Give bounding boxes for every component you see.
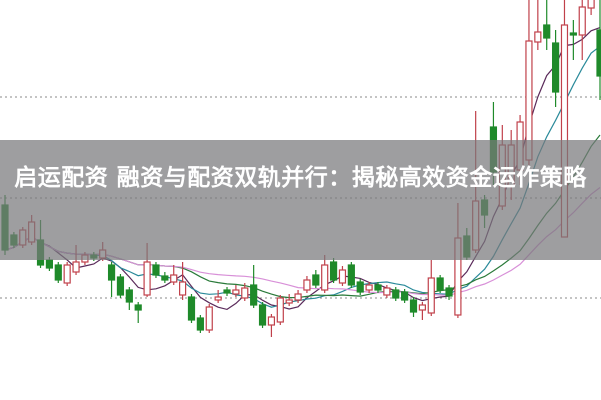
candle-up <box>321 264 329 291</box>
candle-down <box>152 264 160 276</box>
candle-down <box>347 264 355 286</box>
candle-up <box>534 31 542 43</box>
candle-up <box>179 281 187 296</box>
candle-up <box>587 0 595 9</box>
candle-down <box>392 289 400 299</box>
candle-up <box>170 274 178 283</box>
candle-up <box>338 269 347 284</box>
candle-up <box>63 264 71 284</box>
candle-up <box>303 279 311 291</box>
candle-down <box>125 289 133 303</box>
candle-up <box>214 296 222 301</box>
candle-up <box>232 289 240 295</box>
candle-down <box>54 264 62 281</box>
candle-down <box>223 289 231 294</box>
candle-down <box>436 277 444 291</box>
candle-up <box>294 293 302 301</box>
candle-up <box>383 287 391 296</box>
title-overlay-band <box>0 140 601 260</box>
article-title: 启运配资 融资与配资双轨并行：揭秘高效资金运作策略 <box>14 165 587 191</box>
candle-down <box>134 304 142 311</box>
candle-up <box>365 284 373 291</box>
candle-up <box>241 287 249 299</box>
candle-down <box>374 284 382 291</box>
candle-down <box>161 275 169 281</box>
candle-down <box>409 299 418 313</box>
candle-up <box>72 261 80 273</box>
candle-down <box>569 32 577 36</box>
candle-down <box>329 261 338 281</box>
candle-up <box>267 316 276 326</box>
candle-up <box>205 306 213 331</box>
candle-down <box>551 42 560 93</box>
candle-down <box>258 304 267 326</box>
candle-up <box>276 297 284 323</box>
candle-up <box>418 304 426 311</box>
candle-down <box>596 29 601 77</box>
candle-down <box>401 291 409 301</box>
candle-down <box>116 276 125 296</box>
candle-down <box>196 317 204 331</box>
candle-down <box>356 281 364 293</box>
candle-down <box>250 284 258 306</box>
candle-up <box>427 277 435 314</box>
candle-down <box>312 274 320 286</box>
candle-up <box>143 261 151 296</box>
candle-down <box>187 296 196 321</box>
candle-down <box>45 259 54 269</box>
candle-down <box>445 287 453 297</box>
candle-up <box>285 299 293 304</box>
candle-up <box>578 6 586 36</box>
candle-down <box>107 264 116 281</box>
candle-down <box>543 24 551 39</box>
